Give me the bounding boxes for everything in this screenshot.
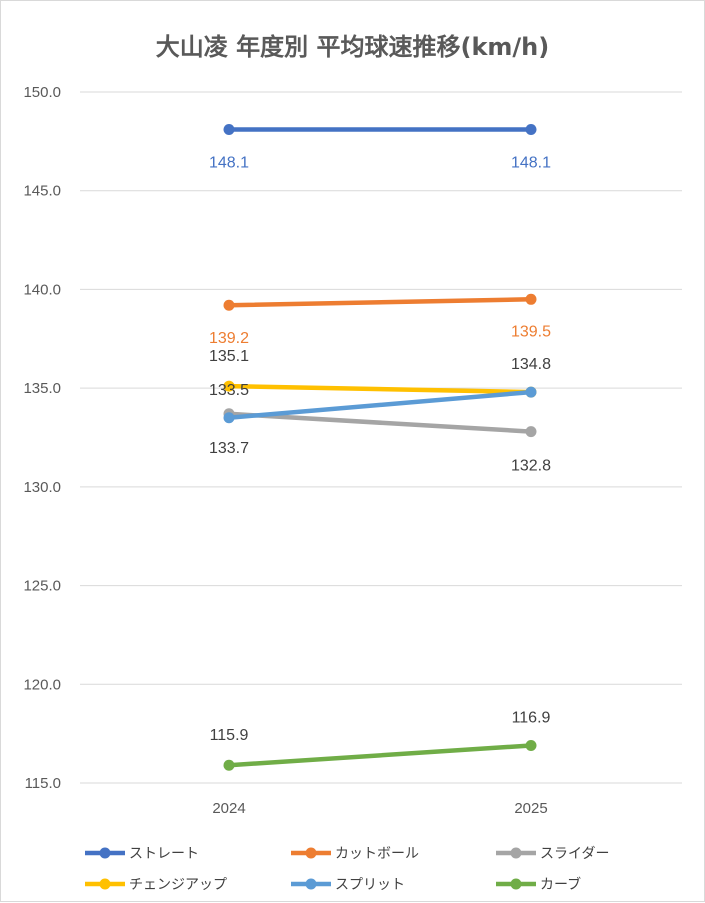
y-tick-label: 140.0 [23,281,61,298]
series-line [226,411,534,434]
data-label: 148.1 [511,155,551,172]
legend-label: チェンジアップ [129,877,227,893]
data-label: 116.9 [512,709,551,726]
legend-marker [99,878,111,890]
legend-marker [305,847,317,859]
y-tick-label: 115.0 [25,775,61,792]
data-label: 139.2 [209,330,249,347]
data-point [525,426,537,438]
series-line [226,383,534,395]
x-tick-label: 2024 [212,800,245,817]
data-point [223,299,235,311]
data-point [525,386,537,398]
legend-label: カーブ [540,876,581,893]
y-tick-label: 135.0 [23,380,61,397]
data-label: 139.5 [511,323,551,340]
legend-label: スプリット [335,877,405,893]
y-tick-label: 145.0 [23,183,61,200]
data-point [525,739,537,751]
y-tick-label: 130.0 [23,479,61,496]
data-point [223,412,235,424]
data-point [223,759,235,771]
legend-marker [510,878,522,890]
x-tick-label: 2025 [514,800,547,817]
series-line [226,743,534,768]
legend-label: ストレート [129,846,199,862]
data-point [223,380,235,392]
series-line [226,297,534,308]
data-label: 148.1 [209,155,249,172]
legend-marker [510,847,522,859]
series-line [226,389,534,421]
data-label: 133.5 [209,382,249,399]
legend-marker [99,847,111,859]
legend-label: カットボール [335,846,419,862]
data-label: 132.8 [511,458,551,475]
data-label: 115.9 [210,727,249,744]
data-label: 134.8 [511,356,551,373]
data-point [525,293,537,305]
data-label: 135.1 [209,348,249,365]
data-point [525,124,537,136]
data-label: 133.7 [209,440,249,457]
y-tick-label: 150.0 [23,84,61,101]
data-point [223,124,235,136]
chart-title: 大山凌 年度別 平均球速推移(km/h) [155,33,550,61]
legend-marker [305,878,317,890]
y-tick-label: 120.0 [23,676,61,693]
legend-label: スライダー [540,846,609,862]
y-tick-label: 125.0 [23,578,61,595]
